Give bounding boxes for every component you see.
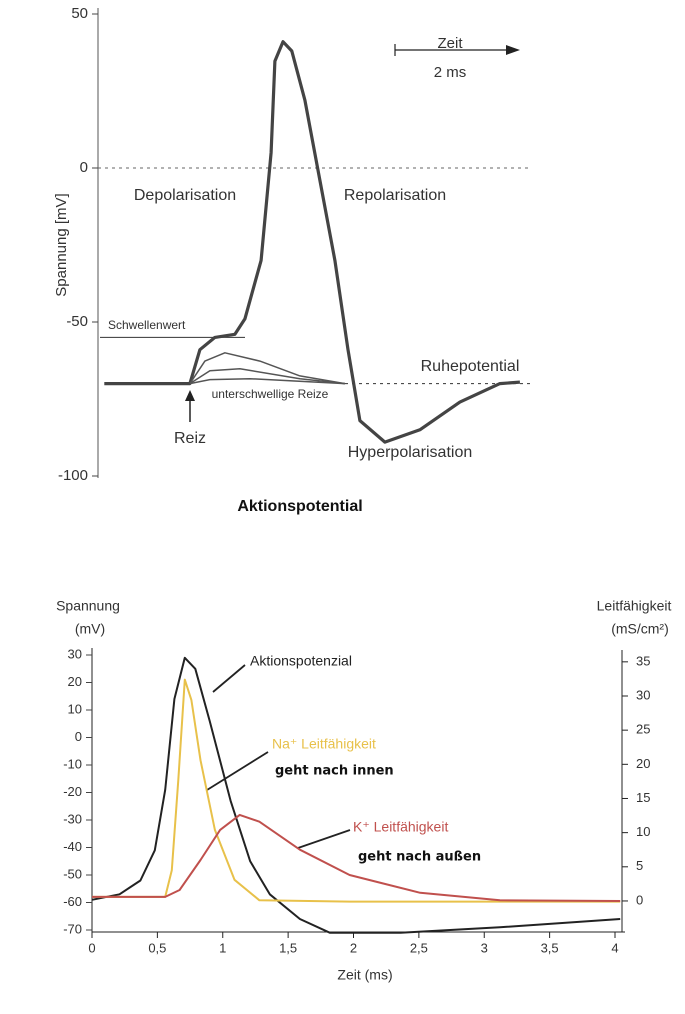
y-tick-label: -20 xyxy=(63,784,82,799)
y2-axis-unit: (mS/cm²) xyxy=(611,621,669,637)
scale-bar-arrow xyxy=(506,45,520,55)
reference-label: Schwellenwert xyxy=(108,318,186,332)
series-line xyxy=(92,813,621,902)
series-label: Aktionspotenzial xyxy=(250,653,352,669)
series-line xyxy=(91,656,621,934)
annotation: Reiz xyxy=(174,430,206,447)
y-tick-label: 10 xyxy=(68,701,82,716)
series-line xyxy=(189,368,345,385)
scale-length: 2 ms xyxy=(434,64,467,81)
y-axis-label: Spannung [mV] xyxy=(53,193,70,296)
pointer xyxy=(206,751,269,791)
y-tick-label: -50 xyxy=(66,313,88,330)
y-tick-label: -100 xyxy=(58,467,88,484)
annotation: Hyperpolarisation xyxy=(348,444,473,461)
series-label: K⁺ Leitfähigkeit xyxy=(353,819,448,835)
reference-label: Ruhepotential xyxy=(421,358,520,375)
annotation: Repolarisation xyxy=(344,187,446,204)
x-tick-label: 1 xyxy=(219,940,226,955)
y2-tick-label: 30 xyxy=(636,687,650,702)
y-tick-label: -60 xyxy=(63,894,82,909)
series-line xyxy=(189,352,346,385)
x-tick-label: 0 xyxy=(88,940,95,955)
handwritten-note: geht nach außen xyxy=(358,850,481,865)
y-tick-label: 30 xyxy=(68,646,82,661)
x-tick-label: 1,5 xyxy=(279,940,297,955)
x-axis-label: Zeit (ms) xyxy=(337,967,392,983)
y2-axis-label: Leitfähigkeit xyxy=(597,598,672,614)
pointer xyxy=(297,829,351,849)
y-tick-label: -40 xyxy=(63,839,82,854)
annotation: unterschwellige Reize xyxy=(212,387,329,401)
y2-tick-label: 0 xyxy=(636,892,643,907)
pointer xyxy=(212,664,246,693)
annotation: Depolarisation xyxy=(134,187,236,204)
y2-tick-label: 25 xyxy=(636,722,650,737)
y-axis-unit: (mV) xyxy=(75,621,105,637)
x-tick-label: 2 xyxy=(350,940,357,955)
y-tick-label: 50 xyxy=(71,5,88,22)
y-tick-label: -50 xyxy=(63,866,82,881)
chart-title: Aktionspotential xyxy=(237,498,362,515)
y2-tick-label: 5 xyxy=(636,858,643,873)
y-tick-label: -30 xyxy=(63,811,82,826)
x-tick-label: 0,5 xyxy=(148,940,166,955)
x-tick-label: 3 xyxy=(481,940,488,955)
handwritten-note: geht nach innen xyxy=(275,764,394,779)
series-label: Na⁺ Leitfähigkeit xyxy=(272,736,376,752)
series-line xyxy=(189,377,345,385)
series-line xyxy=(104,40,521,444)
scale-label: Zeit xyxy=(437,35,463,52)
y-tick-label: -10 xyxy=(63,756,82,771)
y-tick-label: 0 xyxy=(80,159,88,176)
y2-tick-label: 15 xyxy=(636,790,650,805)
x-tick-label: 4 xyxy=(611,940,618,955)
y-tick-label: 20 xyxy=(68,674,82,689)
x-tick-label: 2,5 xyxy=(410,940,428,955)
x-tick-label: 3,5 xyxy=(541,940,559,955)
y-tick-label: -70 xyxy=(63,921,82,936)
stimulus-arrowhead xyxy=(185,390,195,401)
y2-tick-label: 20 xyxy=(636,756,650,771)
y2-tick-label: 35 xyxy=(636,653,650,668)
y-tick-label: 0 xyxy=(75,729,82,744)
y2-tick-label: 10 xyxy=(636,824,650,839)
series-line xyxy=(92,678,621,903)
y-axis-label: Spannung xyxy=(56,598,120,614)
